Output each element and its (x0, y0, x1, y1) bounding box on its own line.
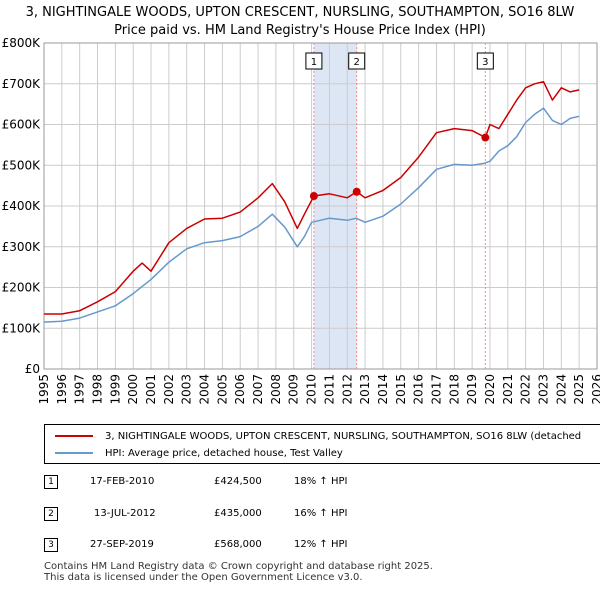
x-tick-label: 2004 (198, 374, 212, 405)
x-tick-label: 2018 (447, 374, 461, 405)
x-tick-label: 2008 (269, 374, 283, 405)
x-tick-label: 2012 (340, 374, 354, 405)
transaction-hpi-delta: 18% ↑ HPI (294, 476, 348, 487)
sale-label-box (476, 52, 494, 70)
x-tick-label: 2026 (590, 374, 600, 405)
title-line-2: Price paid vs. HM Land Registry's House … (114, 23, 486, 38)
x-tick-label: 2015 (394, 374, 408, 405)
legend-item-hpi: HPI: Average price, detached house, Test… (55, 446, 343, 460)
y-tick-label: £800K (2, 36, 42, 50)
sale-label-text: 2 (354, 57, 360, 68)
series-line-price (44, 80, 580, 315)
x-tick-label: 2007 (251, 374, 265, 405)
transaction-date: 17-FEB-2010 (90, 476, 155, 487)
transaction-hpi-delta: 12% ↑ HPI (294, 539, 348, 550)
transaction-price: £435,000 (214, 508, 262, 519)
x-tick-label: 1999 (108, 374, 122, 405)
x-tick-label: 1996 (55, 374, 69, 405)
legend-item-price: 3, NIGHTINGALE WOODS, UPTON CRESCENT, NU… (55, 429, 581, 443)
x-tick-label: 2023 (536, 374, 550, 405)
series-line-hpi (43, 107, 580, 323)
y-tick-label: £100K (2, 321, 42, 335)
sale-point (481, 133, 490, 142)
sale-point (352, 187, 361, 196)
sale-point (309, 192, 318, 201)
transaction-marker-3: 3 (44, 538, 58, 552)
sale-label-box (348, 52, 366, 70)
x-tick-label: 2006 (233, 374, 247, 405)
x-tick-label: 2016 (412, 374, 426, 405)
chart-title: 3, NIGHTINGALE WOODS, UPTON CRESCENT, NU… (0, 4, 600, 40)
y-tick-label: £600K (2, 118, 42, 132)
title-line-1: 3, NIGHTINGALE WOODS, UPTON CRESCENT, NU… (25, 5, 575, 20)
footer-copyright: Contains HM Land Registry data © Crown c… (44, 561, 433, 572)
x-tick-label: 2009 (287, 374, 301, 405)
legend-swatch-price (55, 435, 93, 437)
footer: Contains HM Land Registry data © Crown c… (44, 561, 433, 583)
plot-border (43, 42, 598, 370)
sale-label-text: 3 (482, 57, 488, 68)
legend-label-hpi: HPI: Average price, detached house, Test… (105, 447, 343, 459)
sale-label-text: 1 (311, 57, 317, 68)
x-tick-label: 2024 (554, 374, 568, 405)
x-tick-label: 2001 (144, 374, 158, 405)
x-tick-label: 2020 (483, 374, 497, 405)
x-tick-label: 1998 (91, 374, 105, 405)
x-tick-label: 2002 (162, 374, 176, 405)
transaction-price: £424,500 (214, 476, 262, 487)
transaction-date: 27-SEP-2019 (90, 539, 154, 550)
x-tick-label: 2005 (215, 374, 229, 405)
footer-licence: This data is licensed under the Open Gov… (44, 572, 363, 583)
x-tick-label: 2014 (376, 374, 390, 405)
sale-label-box (305, 52, 323, 70)
y-tick-label: £0 (25, 362, 40, 376)
legend-label-price: 3, NIGHTINGALE WOODS, UPTON CRESCENT, NU… (105, 430, 582, 442)
x-tick-label: 1995 (37, 374, 51, 405)
transaction-date: 13-JUL-2012 (94, 508, 156, 519)
x-tick-label: 2021 (501, 374, 515, 405)
transaction-hpi-delta: 16% ↑ HPI (294, 508, 348, 519)
x-tick-label: 2011 (322, 374, 336, 405)
transaction-marker-2: 2 (44, 507, 58, 521)
x-tick-label: 2010 (305, 374, 319, 405)
x-tick-label: 2022 (519, 374, 533, 405)
y-tick-label: £300K (2, 240, 42, 254)
x-tick-label: 2000 (126, 374, 140, 405)
x-tick-label: 2017 (429, 374, 443, 405)
y-tick-label: £700K (2, 77, 42, 91)
price-chart: 1 2 3 £0 £100K £200K £300K £400K £500K £600K £700K… (2, 36, 600, 405)
x-tick-label: 2003 (180, 374, 194, 405)
x-tick-label: 1997 (73, 374, 87, 405)
x-tick-label: 2025 (572, 374, 586, 405)
legend-swatch-hpi (55, 452, 93, 454)
x-tick-label: 2013 (358, 374, 372, 405)
y-tick-label: £400K (2, 199, 42, 213)
transaction-price: £568,000 (214, 539, 262, 550)
y-tick-label: £500K (2, 158, 42, 172)
y-tick-label: £200K (2, 281, 42, 295)
legend: 3, NIGHTINGALE WOODS, UPTON CRESCENT, NU… (44, 424, 600, 464)
transaction-marker-1: 1 (44, 475, 58, 489)
x-tick-label: 2019 (465, 374, 479, 405)
